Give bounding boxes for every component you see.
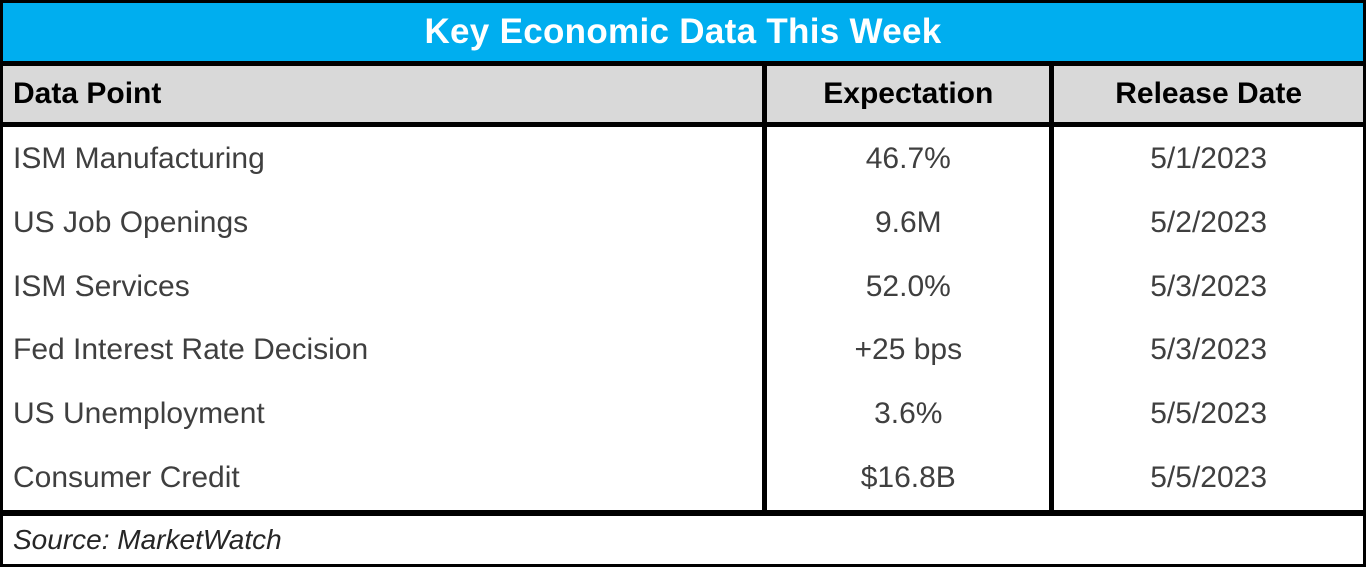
expectation-cell: $16.8B [767,446,1055,510]
table-row: Consumer Credit $16.8B 5/5/2023 [3,446,1363,510]
data-point-cell: Consumer Credit [3,446,768,510]
table-row: ISM Services 52.0% 5/3/2023 [3,254,1363,319]
table-row: US Job Openings 9.6M 5/2/2023 [3,190,1363,255]
table-row: ISM Manufacturing 46.7% 5/1/2023 [3,127,1363,191]
table-body: ISM Manufacturing 46.7% 5/1/2023 US Job … [3,127,1363,510]
column-header-data-point: Data Point [3,66,768,122]
header-body-divider [3,122,1363,127]
release-date-cell: 5/1/2023 [1150,141,1268,175]
page-title: Key Economic Data This Week [424,12,942,51]
expectation-cell: 9.6M [767,190,1055,255]
expectation-cell: 3.6% [767,382,1055,447]
data-point-cell: Fed Interest Rate Decision [3,318,768,383]
data-point-cell: ISM Services [3,254,768,319]
table-row: Fed Interest Rate Decision +25 bps 5/3/2… [3,318,1363,383]
column-header-expectation: Expectation [767,66,1055,122]
table-title-bar: Key Economic Data This Week [3,3,1363,61]
data-point-cell: US Unemployment [3,382,768,447]
body-footer-divider [3,510,1363,516]
release-date-cell: 5/3/2023 [1150,269,1268,303]
data-point-cell: ISM Manufacturing [3,127,768,191]
release-date-cell: 5/3/2023 [1150,333,1268,367]
expectation-cell: +25 bps [767,318,1055,383]
release-date-cell: 5/2/2023 [1150,205,1268,239]
release-date-cell: 5/5/2023 [1150,461,1268,495]
column-header-release-date: Release Date [1115,77,1303,110]
source-text: Source: MarketWatch [13,524,282,555]
expectation-cell: 52.0% [767,254,1055,319]
release-date-cell: 5/5/2023 [1150,397,1268,431]
expectation-cell: 46.7% [767,127,1055,191]
source-footer: Source: MarketWatch [3,516,1363,564]
data-point-cell: US Job Openings [3,190,768,255]
table-row: US Unemployment 3.6% 5/5/2023 [3,382,1363,447]
title-header-divider [3,61,1363,66]
table-header-row: Data Point Expectation Release Date [3,66,1363,122]
